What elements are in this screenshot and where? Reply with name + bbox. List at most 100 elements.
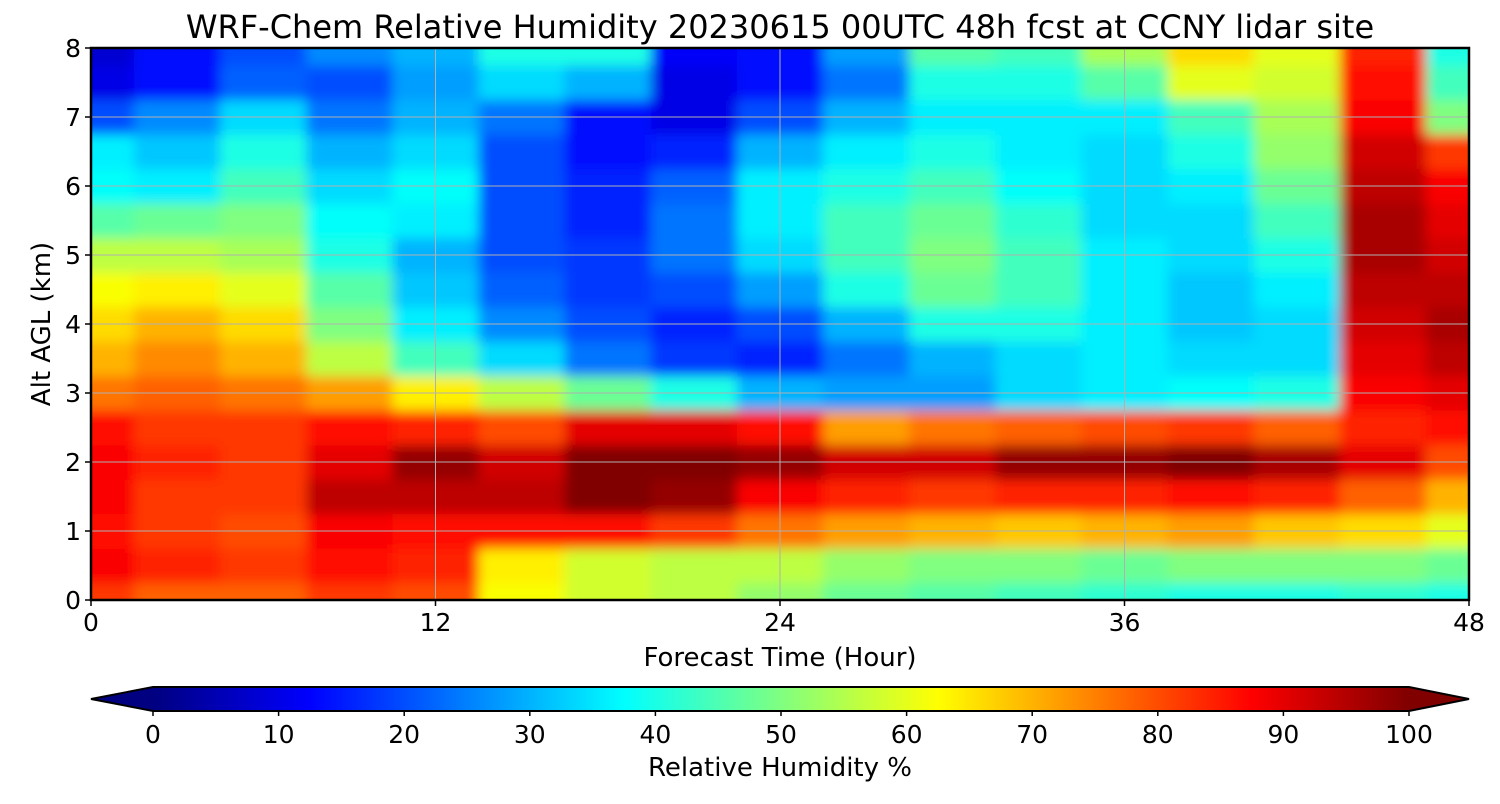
x-tick-label: 24 <box>764 608 796 637</box>
heatmap-cell <box>995 582 1082 600</box>
heatmap-cell <box>91 479 135 515</box>
heatmap-cell <box>220 410 307 446</box>
heatmap-cell <box>1253 341 1341 377</box>
heatmap-cell <box>1425 65 1469 101</box>
colorbar-tick-label: 50 <box>765 720 797 749</box>
heatmap-cell <box>823 272 910 308</box>
y-tick-label: 1 <box>65 517 81 546</box>
heatmap-cell <box>220 203 307 239</box>
heatmap-cell <box>1167 203 1255 239</box>
heatmap-cell <box>478 272 566 308</box>
heatmap-cell <box>650 272 738 308</box>
y-tick-label: 6 <box>65 172 81 201</box>
heatmap-cell <box>564 48 652 66</box>
heatmap-cell <box>909 272 996 308</box>
y-tick-label: 7 <box>65 103 81 132</box>
heatmap-cell <box>220 479 307 515</box>
grid-lines <box>91 48 1469 600</box>
heatmap-cell <box>220 65 307 101</box>
heatmap-cell <box>478 582 566 600</box>
heatmap-cell <box>650 479 738 515</box>
heatmap-cell <box>1425 48 1469 66</box>
colorbar-tick-label: 40 <box>639 720 671 749</box>
heatmap-cell <box>91 48 135 66</box>
heatmap-cell <box>823 134 910 170</box>
heatmap-cell <box>995 341 1082 377</box>
heatmap-cell <box>478 65 566 101</box>
heatmap-cell <box>823 341 910 377</box>
colorbar-right-extension <box>1409 687 1469 711</box>
heatmap-cell <box>564 272 652 308</box>
heatmap-cell <box>91 548 135 584</box>
heatmap-cell <box>823 203 910 239</box>
heatmap-cell <box>1339 48 1427 66</box>
x-tick-label: 48 <box>1453 608 1485 637</box>
heatmap-cell <box>306 48 393 66</box>
heatmap-cell <box>134 203 221 239</box>
heatmap-cell <box>1339 65 1427 101</box>
heatmap-cell <box>1253 272 1341 308</box>
heatmap-cell <box>909 48 996 66</box>
y-tick-label: 8 <box>65 34 81 63</box>
heatmap-cell <box>478 134 566 170</box>
heatmap-cell <box>91 410 135 446</box>
heatmap-cell <box>909 410 996 446</box>
heatmap-cell <box>134 48 221 66</box>
heatmap-cell <box>1425 582 1469 600</box>
colorbar-label: Relative Humidity % <box>648 753 912 783</box>
y-tick-label: 4 <box>65 310 81 339</box>
heatmap-cell <box>1253 134 1341 170</box>
heatmap-cell <box>823 479 910 515</box>
colorbar-tick-label: 0 <box>145 720 161 749</box>
heatmap-cell <box>91 134 135 170</box>
heatmap-cell <box>1167 134 1255 170</box>
heatmap-cell <box>564 134 652 170</box>
heatmap-cell <box>134 479 221 515</box>
heatmap-cell <box>650 48 738 66</box>
heatmap-cell <box>1339 548 1427 584</box>
y-axis-label: Alt AGL (km) <box>27 242 57 406</box>
heatmap-cell <box>478 548 566 584</box>
colorbar-tick-label: 80 <box>1142 720 1174 749</box>
heatmap-cell <box>909 548 996 584</box>
heatmap-cell <box>306 479 393 515</box>
heatmap-cell <box>1167 65 1255 101</box>
heatmap-cell <box>1167 341 1255 377</box>
y-tick-label: 5 <box>65 241 81 270</box>
heatmap-cell <box>564 203 652 239</box>
x-tick-label: 0 <box>83 608 99 637</box>
heatmap-cell <box>1167 48 1255 66</box>
heatmap-cell <box>306 582 393 600</box>
heatmap-cell <box>134 582 221 600</box>
colorbar-tick-label: 30 <box>514 720 546 749</box>
heatmap-cell <box>91 272 135 308</box>
heatmap-cell <box>909 479 996 515</box>
heatmap-cell <box>220 582 307 600</box>
colorbar-tick-label: 70 <box>1016 720 1048 749</box>
heatmap-cell <box>220 341 307 377</box>
heatmap-cell <box>823 410 910 446</box>
heatmap-cell <box>1425 410 1469 446</box>
x-axis-label: Forecast Time (Hour) <box>643 643 916 673</box>
heatmap-cell <box>306 341 393 377</box>
colorbar-tick-label: 10 <box>263 720 295 749</box>
heatmap-cell <box>306 272 393 308</box>
heatmap-cell <box>564 410 652 446</box>
colorbar-tick-label: 20 <box>388 720 420 749</box>
heatmap-cell <box>823 48 910 66</box>
heatmap-cell <box>1167 548 1255 584</box>
heatmap-cell <box>220 134 307 170</box>
heatmap-cell <box>1425 134 1469 170</box>
heatmap-cell <box>909 582 996 600</box>
heatmap-cell <box>1339 272 1427 308</box>
heatmap-cell <box>823 65 910 101</box>
heatmap-cell <box>1425 203 1469 239</box>
heatmap-cell <box>650 582 738 600</box>
heatmap-cell <box>1425 479 1469 515</box>
colorbar-left-extension <box>91 687 153 711</box>
heatmap-cell <box>306 65 393 101</box>
heatmap-cell <box>1253 582 1341 600</box>
heatmap-cell <box>1425 341 1469 377</box>
heatmap-cell <box>478 203 566 239</box>
